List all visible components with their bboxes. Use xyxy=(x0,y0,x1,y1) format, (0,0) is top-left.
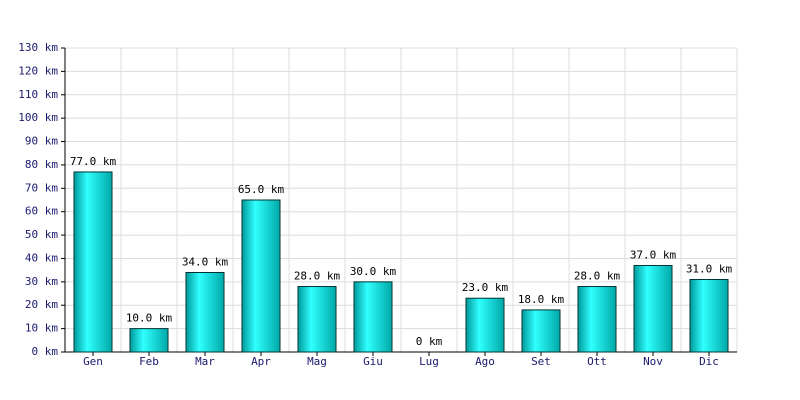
y-tick-label: 120 km xyxy=(18,64,58,77)
x-tick-label: Giu xyxy=(363,355,383,368)
value-label: 28.0 km xyxy=(294,270,341,283)
value-label: 28.0 km xyxy=(574,270,621,283)
bar xyxy=(689,279,729,353)
x-tick-label: Lug xyxy=(419,355,439,368)
y-tick-label: 100 km xyxy=(18,111,58,124)
value-label: 31.0 km xyxy=(686,263,733,276)
value-label: 0 km xyxy=(416,335,443,348)
y-tick-label: 20 km xyxy=(25,298,58,311)
bar xyxy=(521,309,561,353)
bar xyxy=(297,286,337,353)
x-tick-label: Ott xyxy=(587,355,607,368)
bar xyxy=(185,271,225,353)
y-tick-label: 60 km xyxy=(25,205,58,218)
value-label: 37.0 km xyxy=(630,248,677,261)
bar xyxy=(633,264,673,353)
x-tick-label: Set xyxy=(531,355,551,368)
y-tick-label: 10 km xyxy=(25,322,58,335)
x-tick-label: Ago xyxy=(475,355,495,368)
y-tick-label: 130 km xyxy=(18,41,58,54)
value-label: 10.0 km xyxy=(126,312,173,325)
bar xyxy=(241,199,281,353)
x-tick-label: Mar xyxy=(195,355,215,368)
bar xyxy=(577,286,617,353)
value-label: 65.0 km xyxy=(238,183,285,196)
value-label: 34.0 km xyxy=(182,255,229,268)
y-tick-label: 0 km xyxy=(32,345,59,358)
bar xyxy=(129,328,169,353)
bar xyxy=(73,171,113,353)
y-tick-label: 80 km xyxy=(25,158,58,171)
y-tick-label: 110 km xyxy=(18,88,58,101)
value-label: 77.0 km xyxy=(70,155,117,168)
y-tick-label: 30 km xyxy=(25,275,58,288)
y-tick-label: 70 km xyxy=(25,181,58,194)
x-tick-label: Apr xyxy=(251,355,271,368)
bar xyxy=(465,297,505,353)
x-tick-label: Mag xyxy=(307,355,327,368)
y-tick-label: 50 km xyxy=(25,228,58,241)
value-label: 18.0 km xyxy=(518,293,565,306)
value-label: 30.0 km xyxy=(350,265,397,278)
x-tick-label: Nov xyxy=(643,355,663,368)
x-tick-label: Dic xyxy=(699,355,719,368)
y-tick-label: 40 km xyxy=(25,251,58,264)
x-tick-label: Gen xyxy=(83,355,103,368)
value-label: 23.0 km xyxy=(462,281,509,294)
bar xyxy=(353,281,393,353)
y-tick-label: 90 km xyxy=(25,135,58,148)
x-tick-label: Feb xyxy=(139,355,159,368)
